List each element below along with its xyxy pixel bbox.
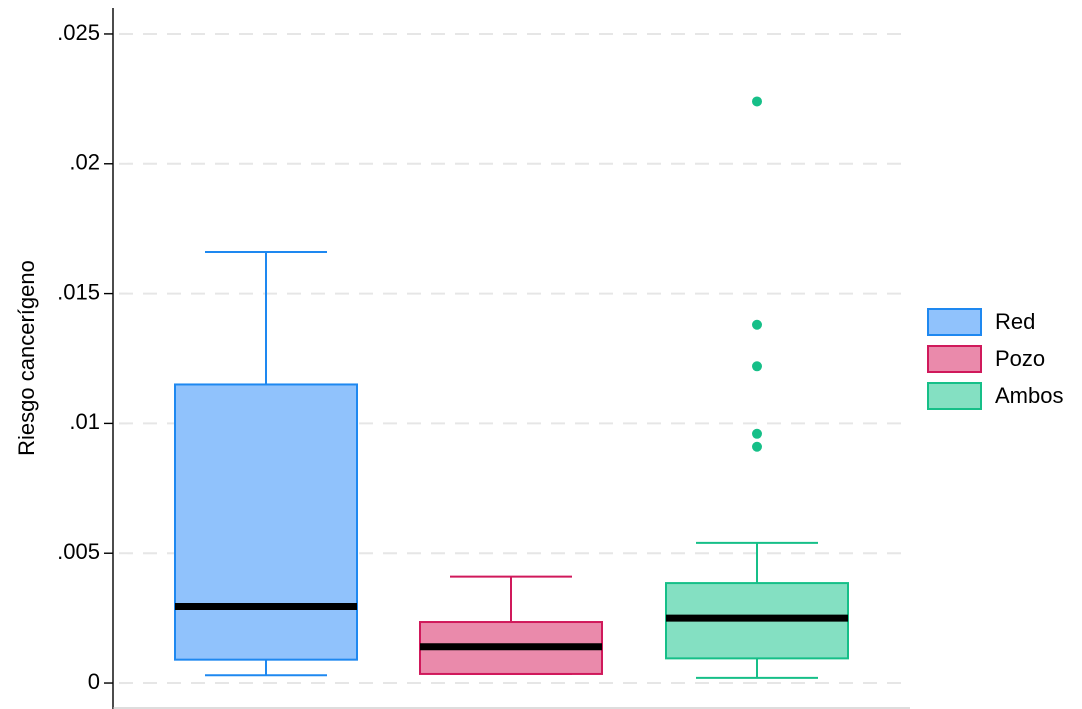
legend-swatch <box>927 382 982 410</box>
box-red <box>174 251 358 677</box>
y-axis: 0 .005 .01 .015 .02 .025 <box>57 8 910 709</box>
legend-item-ambos: Ambos <box>927 382 1063 410</box>
outlier-point <box>752 428 762 439</box>
legend-label: Red <box>995 309 1035 334</box>
box-ambos <box>665 96 849 679</box>
box-pozo <box>419 575 603 675</box>
y-tick-label: 0 <box>88 669 100 694</box>
outlier-point <box>752 441 762 452</box>
y-tick-label: .005 <box>57 539 100 564</box>
y-tick-label: .02 <box>69 150 100 175</box>
legend-label: Pozo <box>995 346 1045 371</box>
legend-label: Ambos <box>995 383 1063 408</box>
outlier-point <box>752 319 762 330</box>
y-axis-title: Riesgo cancerígeno <box>14 260 39 456</box>
legend: Red Pozo Ambos <box>927 308 1063 410</box>
y-tick-label: .025 <box>57 20 100 45</box>
legend-item-pozo: Pozo <box>927 345 1045 373</box>
legend-item-red: Red <box>927 308 1035 336</box>
legend-swatch <box>927 345 982 373</box>
iqr-box <box>174 383 358 661</box>
boxes <box>174 96 849 679</box>
y-tick-label: .015 <box>57 279 100 304</box>
outlier-point <box>752 96 762 107</box>
legend-swatch <box>927 308 982 336</box>
y-tick-label: .01 <box>69 409 100 434</box>
outlier-point <box>752 361 762 372</box>
